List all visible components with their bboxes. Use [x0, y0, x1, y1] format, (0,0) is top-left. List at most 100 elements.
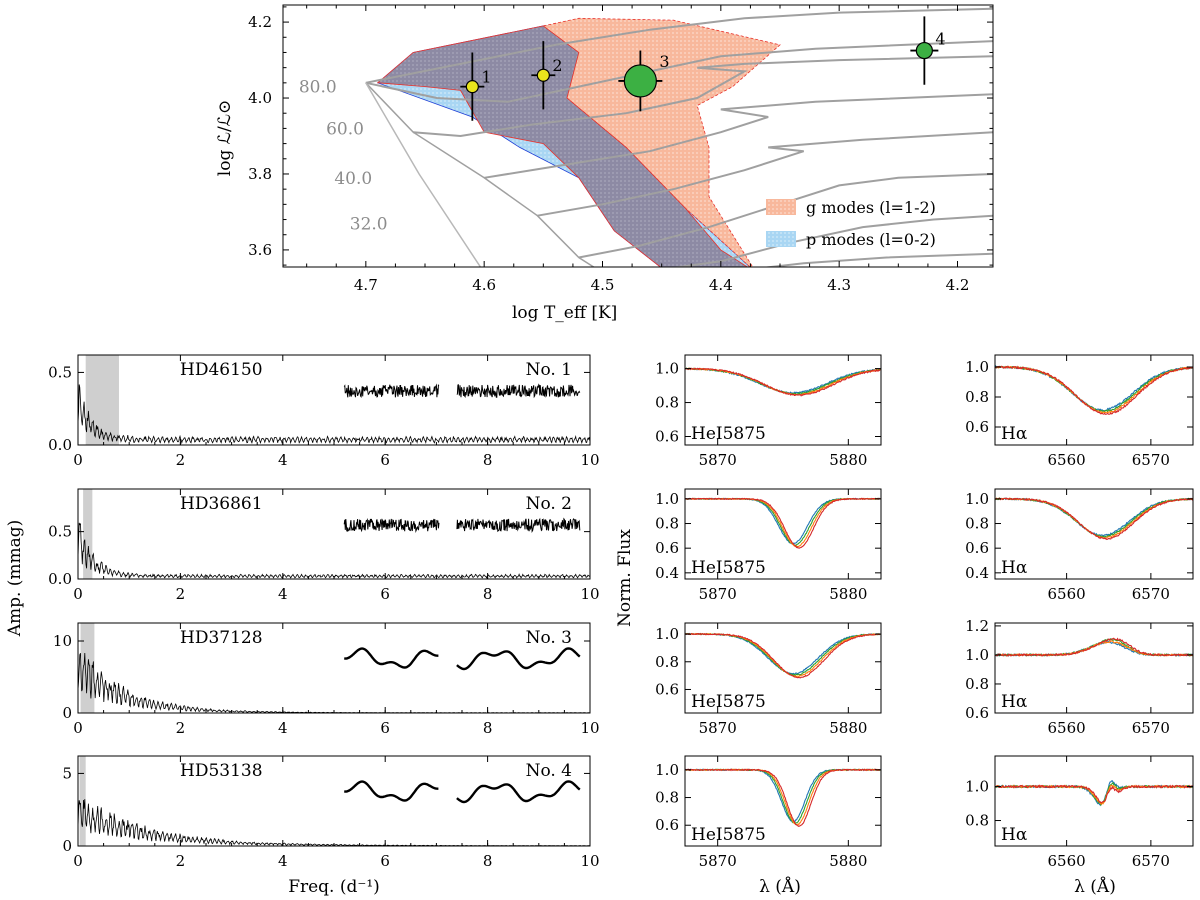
bottom-panels: 0 2 4 6 8 10 0.0 0.5 HD46150 No. 1 0 2 4 6 8 10 0.0 0.5 HD… — [48, 354, 1194, 870]
light-curve-segment — [456, 647, 581, 671]
he-spectrum-series-3 — [684, 367, 881, 397]
he-wavelength-tick-label-5870: 5870 — [699, 451, 737, 469]
ha-flux-tick-label-1.0: 1.0 — [965, 778, 989, 796]
amp-tick-label-0.5: 0.5 — [48, 363, 72, 381]
ha-wavelength-axis-label: λ (Å) — [1074, 876, 1116, 897]
legend-swatch-p-modes — [766, 231, 796, 247]
light-curve-segment — [343, 383, 440, 399]
freq-tick-label-0: 0 — [73, 451, 83, 469]
track-line-4 — [537, 131, 993, 217]
light-curve-segment — [344, 647, 439, 669]
ha-panel-frame — [994, 488, 1194, 580]
he-wavelength-tick-label-5880: 5880 — [829, 585, 867, 603]
freq-tick-label-8: 8 — [483, 852, 493, 870]
he-wavelength-tick-label-5870: 5870 — [699, 719, 737, 737]
he-flux-tick-label-0.4: 0.4 — [655, 564, 679, 582]
hrd-frame — [282, 4, 994, 268]
ha-line-label: Hα — [1001, 558, 1028, 578]
he-flux-tick-label-1.0: 1.0 — [655, 360, 679, 378]
star-name-HD46150: HD46150 — [180, 360, 263, 380]
amplitude-panel-frame — [77, 488, 591, 580]
star-label: 3 — [659, 52, 669, 71]
amp-tick-label-0.0: 0.0 — [48, 436, 72, 454]
he-panel-frame — [684, 755, 882, 847]
he-wavelength-tick-label-5870: 5870 — [699, 852, 737, 870]
star-name-HD37128: HD37128 — [180, 628, 263, 648]
amplitude-axis-label: Amp. (mmag) — [5, 520, 25, 638]
freq-tick-label-0: 0 — [73, 852, 83, 870]
he-panel-frame — [684, 622, 882, 714]
track-line-7 — [761, 252, 993, 267]
ha-flux-tick-label-0.8: 0.8 — [965, 675, 989, 693]
amplitude-panel-3: 0 2 4 6 8 10 0 10 HD37128 No. 3 — [53, 622, 600, 737]
freq-tick-label-2: 2 — [176, 585, 186, 603]
hrd-x-tick-label-4.3: 4.3 — [827, 276, 851, 294]
amplitude-panel-4: 0 2 4 6 8 10 0 5 HD53138 No. 4 — [62, 755, 600, 870]
star-markers: 1 2 3 4 — [460, 16, 946, 121]
hrd-y-tick-label-4.2: 4.2 — [248, 13, 272, 31]
ha-spectrum-series-3 — [995, 365, 1194, 415]
ha-spectrum-series-3 — [995, 497, 1194, 541]
track-line-2 — [413, 55, 993, 138]
amp-tick-label-0.5: 0.5 — [48, 523, 72, 541]
track-label-40.0: 40.0 — [334, 169, 372, 189]
he-spectrum-series-3 — [684, 497, 881, 549]
he-flux-tick-label-0.6: 0.6 — [655, 816, 679, 834]
ha-flux-tick-label-1.0: 1.0 — [965, 358, 989, 376]
freq-tick-label-10: 10 — [580, 585, 599, 603]
freq-tick-label-6: 6 — [380, 719, 390, 737]
star-marker — [465, 80, 479, 94]
hrd-y-tick-label-3.8: 3.8 — [248, 165, 272, 183]
he-flux-tick-label-0.8: 0.8 — [655, 394, 679, 412]
ha-wavelength-tick-label-6570: 6570 — [1132, 852, 1170, 870]
he-flux-tick-label-1.0: 1.0 — [655, 625, 679, 643]
he-spectrum-series-3 — [684, 768, 881, 828]
track-label-60.0: 60.0 — [326, 119, 364, 139]
hrd-x-axis-label: log T_eff [K] — [512, 303, 617, 323]
ha-spectrum-series-1 — [994, 365, 1194, 413]
amp-tick-label-5: 5 — [62, 764, 72, 782]
he-line-label: HeI5875 — [691, 692, 766, 712]
hrd-x-tick-label-4.7: 4.7 — [354, 276, 378, 294]
star-4: 4 — [910, 16, 946, 85]
hrd-y-axis-label: log ℒ/ℒ⊙ — [215, 100, 235, 176]
ha-spectrum-series-3 — [994, 637, 1194, 657]
track-line-6 — [672, 214, 993, 267]
amplitude-panel-frame — [77, 622, 591, 714]
zams-line — [365, 82, 596, 267]
hrd-y-tick-label-3.6: 3.6 — [248, 241, 272, 259]
track-label-80.0: 80.0 — [299, 78, 337, 98]
star-number-4: No. 4 — [526, 761, 572, 781]
freq-tick-label-2: 2 — [176, 852, 186, 870]
ha-wavelength-tick-label-6560: 6560 — [1048, 852, 1086, 870]
ha-flux-tick-label-0.6: 0.6 — [965, 704, 989, 722]
ha-wavelength-tick-label-6570: 6570 — [1132, 585, 1170, 603]
he-wavelength-axis-label: λ (Å) — [759, 876, 801, 897]
legend-label-g-modes: g modes (l=1-2) — [806, 198, 936, 217]
star-1: 1 — [460, 52, 492, 121]
ha-flux-tick-label-1.0: 1.0 — [965, 646, 989, 664]
track-label-32.0: 32.0 — [350, 214, 388, 234]
he-wavelength-tick-label-5880: 5880 — [829, 852, 867, 870]
ha-flux-tick-label-0.8: 0.8 — [965, 515, 989, 533]
freq-tick-label-6: 6 — [380, 585, 390, 603]
he-wavelength-tick-label-5870: 5870 — [699, 585, 737, 603]
tams-line — [365, 82, 482, 267]
ha-flux-tick-label-0.8: 0.8 — [965, 388, 989, 406]
track-labels: 80.0 60.0 40.0 32.0 — [299, 78, 388, 235]
freq-tick-label-8: 8 — [483, 451, 493, 469]
star-marker — [536, 68, 550, 82]
amp-tick-label-0: 0 — [62, 837, 72, 855]
ha-wavelength-tick-label-6560: 6560 — [1048, 719, 1086, 737]
hrd-axes: 4.7 4.6 4.5 4.4 4.3 4.2 3.6 3.8 4.0 4.2 — [248, 5, 993, 294]
he-spectrum-series-1 — [684, 367, 881, 395]
light-curve-segment — [343, 517, 440, 533]
light-curve-segment — [456, 517, 581, 533]
freq-tick-label-4: 4 — [278, 585, 288, 603]
star-2: 2 — [531, 41, 563, 110]
ha-spectrum-series-0 — [994, 497, 1194, 537]
ha-flux-tick-label-0.6: 0.6 — [965, 539, 989, 557]
he-spectrum-series-3 — [684, 632, 881, 679]
legend-swatch-g-modes — [766, 199, 796, 215]
